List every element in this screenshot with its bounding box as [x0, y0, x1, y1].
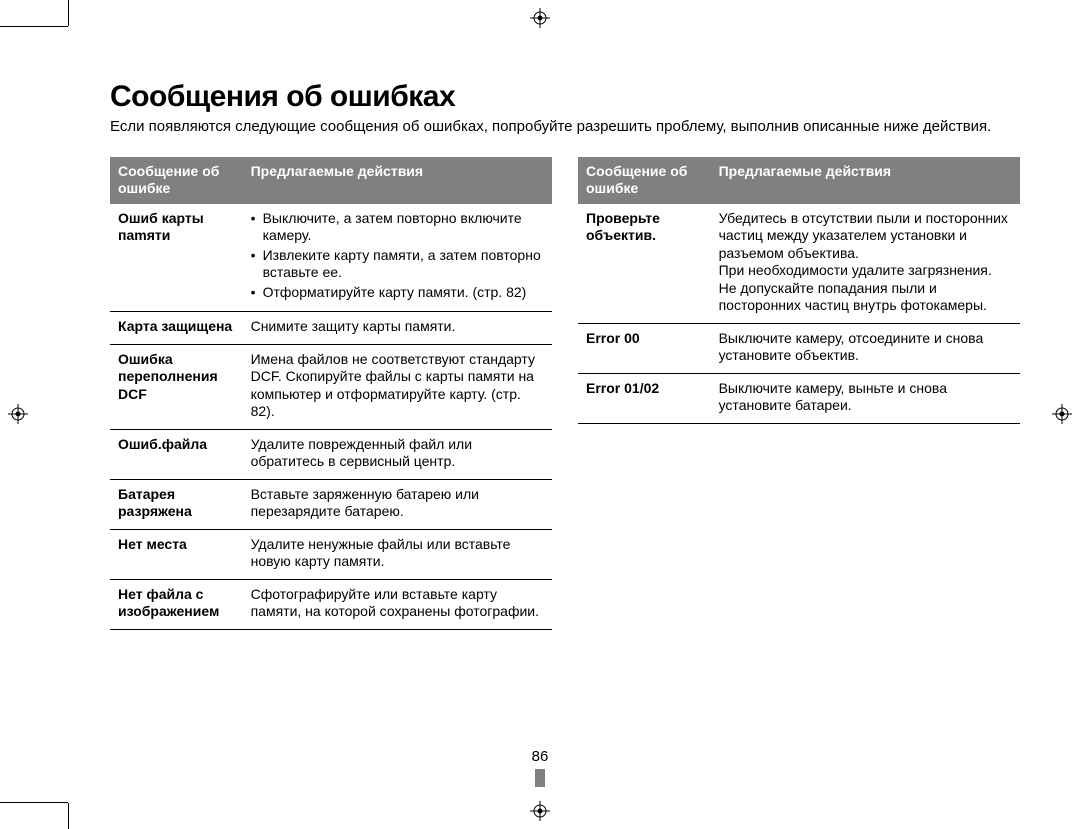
table-row: Нет места Удалите ненужные файлы или вст… [110, 529, 552, 579]
registration-mark-icon [530, 8, 550, 28]
right-column: Сообщение об ошибке Предлагаемые действи… [578, 157, 1020, 630]
error-action: Убедитесь в отсутствии пыли и посторонни… [711, 204, 1020, 324]
table-row: Нет файла с изображением Сфотографируйте… [110, 579, 552, 629]
error-msg: Карта защищена [110, 312, 243, 345]
table-header-msg: Сообщение об ошибке [110, 157, 243, 204]
action-bullets: Выключите, а затем повторно включите кам… [251, 210, 544, 302]
crop-mark [0, 802, 68, 803]
error-table-left: Сообщение об ошибке Предлагаемые действи… [110, 157, 552, 630]
error-msg: Нет места [110, 529, 243, 579]
page-number-bar [535, 769, 545, 787]
two-column-layout: Сообщение об ошибке Предлагаемые действи… [110, 157, 1020, 630]
error-action: Снимите защиту карты памяти. [243, 312, 552, 345]
error-action: Вставьте заряженную батарею или перезаря… [243, 479, 552, 529]
crop-mark [68, 803, 69, 829]
registration-mark-icon [1052, 404, 1072, 424]
error-table-right: Сообщение об ошибке Предлагаемые действи… [578, 157, 1020, 424]
error-msg: Ошиб карты пamяти [110, 204, 243, 312]
crop-mark [68, 0, 69, 26]
error-msg: Батарея разряжена [110, 479, 243, 529]
registration-mark-icon [530, 801, 550, 821]
bullet-item: Отформатируйте карту памяти. (стр. 82) [251, 284, 544, 302]
error-action: Удалите ненужные файлы или вставьте нову… [243, 529, 552, 579]
registration-mark-icon [8, 404, 28, 424]
table-row: Error 01/02 Выключите камеру, выньте и с… [578, 373, 1020, 423]
table-header-action: Предлагаемые действия [711, 157, 1020, 204]
error-msg: Error 00 [578, 323, 711, 373]
table-header-action: Предлагаемые действия [243, 157, 552, 204]
error-msg: Error 01/02 [578, 373, 711, 423]
bullet-item: Извлеките карту памяти, а затем повторно… [251, 247, 544, 282]
table-row: Проверьте объектив. Убедитесь в отсутств… [578, 204, 1020, 324]
left-column: Сообщение об ошибке Предлагаемые действи… [110, 157, 552, 630]
error-action: Выключите, а затем повторно включите кам… [243, 204, 552, 312]
page-content: Сообщения об ошибках Если появляются сле… [110, 80, 1020, 779]
bullet-item: Выключите, а затем повторно включите кам… [251, 210, 544, 245]
error-action: Выключите камеру, выньте и снова установ… [711, 373, 1020, 423]
error-msg: Ошиб.файла [110, 429, 243, 479]
error-action: Имена файлов не соответствуют стандарту … [243, 344, 552, 429]
page-title: Сообщения об ошибках [110, 80, 1020, 114]
error-msg: Проверьте объектив. [578, 204, 711, 324]
table-row: Карта защищена Снимите защиту карты памя… [110, 312, 552, 345]
table-row: Ошиб.файла Удалите поврежденный файл или… [110, 429, 552, 479]
error-msg: Нет файла с изображением [110, 579, 243, 629]
document-page: Сообщения об ошибках Если появляются сле… [0, 0, 1080, 829]
table-row: Батарея разряжена Вставьте заряженную ба… [110, 479, 552, 529]
error-action: Сфотографируйте или вставьте карту памят… [243, 579, 552, 629]
error-action: Выключите камеру, отсоедините и снова ус… [711, 323, 1020, 373]
table-row: Error 00 Выключите камеру, отсоедините и… [578, 323, 1020, 373]
page-number: 86 [532, 748, 549, 765]
crop-mark [0, 26, 68, 27]
error-action: Удалите поврежденный файл или обратитесь… [243, 429, 552, 479]
table-row: Ошибка переполнения DCF Имена файлов не … [110, 344, 552, 429]
table-header-msg: Сообщение об ошибке [578, 157, 711, 204]
error-msg: Ошибка переполнения DCF [110, 344, 243, 429]
intro-text: Если появляются следующие сообщения об о… [110, 118, 1020, 137]
table-row: Ошиб карты пamяти Выключите, а затем пов… [110, 204, 552, 312]
